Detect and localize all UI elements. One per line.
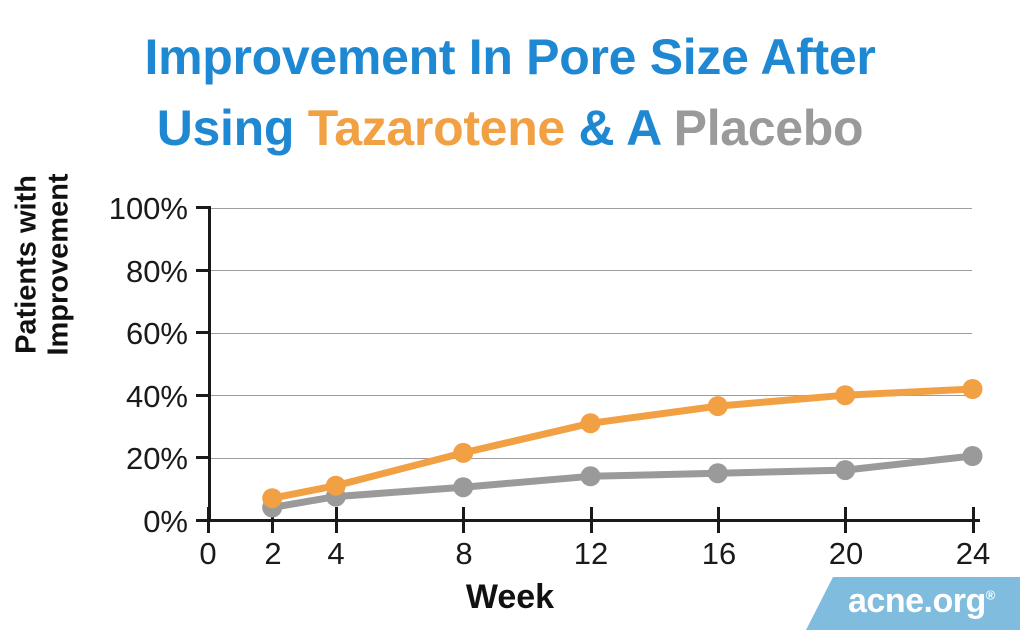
line-placebo [268,452,976,511]
y-tick-80 [196,269,210,272]
x-tick-12 [590,507,593,533]
gridline-100 [208,208,972,209]
data-point-placebo-week-12 [580,466,601,487]
y-axis-label-0: 0% [143,504,188,539]
data-point-tazarotene-week-2 [262,488,283,509]
x-axis-label-12: 12 [573,536,609,571]
x-axis-label-0: 0 [199,536,217,571]
data-point-tazarotene-week-24 [962,379,983,399]
title-using-text: Using [156,100,308,156]
y-axis-label-40: 40% [125,379,188,414]
title-and-a-text: & A [564,100,674,156]
title-line-1-text: Improvement In Pore Size After [144,29,876,85]
acne-org-badge: acne.org® [806,577,1020,630]
y-tick-20 [196,456,210,459]
gridline-40 [208,395,972,396]
data-point-placebo-week-20 [835,460,856,481]
y-tick-100 [196,206,210,209]
markers-placebo [262,446,983,518]
page-title: Improvement In Pore Size After Using Taz… [0,22,1020,164]
y-axis-label-80: 80% [125,254,188,289]
y-axis-label-60: 60% [125,316,188,351]
acne-org-wordmark: acne.org [848,582,986,620]
data-point-tazarotene-week-12 [580,413,601,434]
x-tick-2 [271,507,274,533]
data-point-placebo-week-8 [453,477,474,498]
y-axis-label-20: 20% [125,441,188,476]
x-axis-label-16: 16 [701,536,737,571]
x-tick-8 [462,507,465,533]
x-axis-label-4: 4 [327,536,345,571]
y-axis-line [208,206,211,522]
y-tick-60 [196,331,210,334]
data-point-placebo-week-24 [962,446,983,466]
x-axis-label-8: 8 [455,536,473,571]
gridline-20 [208,458,972,459]
x-axis-label-20: 20 [828,536,864,571]
x-tick-20 [844,507,847,533]
x-axis-title: Week [465,578,555,616]
data-point-tazarotene-week-16 [707,396,728,417]
data-point-tazarotene-week-4 [325,475,346,496]
y-tick-40 [196,394,210,397]
x-axis-line [198,519,980,522]
data-point-tazarotene-week-20 [835,385,856,406]
x-axis-label-2: 2 [264,536,282,571]
title-line-1: Improvement In Pore Size After [0,22,1020,93]
line-tazarotene [268,385,976,502]
x-tick-4 [335,507,338,533]
y-axis-label-100: 100% [108,191,188,226]
x-axis-label-24: 24 [955,536,991,571]
gridline-60 [208,333,972,334]
title-placebo-text: Placebo [673,100,864,156]
x-tick-24 [972,507,975,533]
x-tick-0 [207,507,210,533]
data-point-tazarotene-week-8 [453,442,474,463]
x-tick-16 [717,507,720,533]
y-tick-0 [196,519,210,522]
title-tazarotene-text: Tazarotene [307,100,566,156]
markers-tazarotene [262,379,983,509]
acne-org-logo-text: acne.org® [848,582,995,621]
registered-trademark-icon: ® [985,587,996,603]
gridline-80 [208,270,972,271]
data-point-placebo-week-16 [707,463,728,484]
title-line-2: Using Tazarotene & A Placebo [0,93,1020,164]
plot-area [208,208,972,520]
